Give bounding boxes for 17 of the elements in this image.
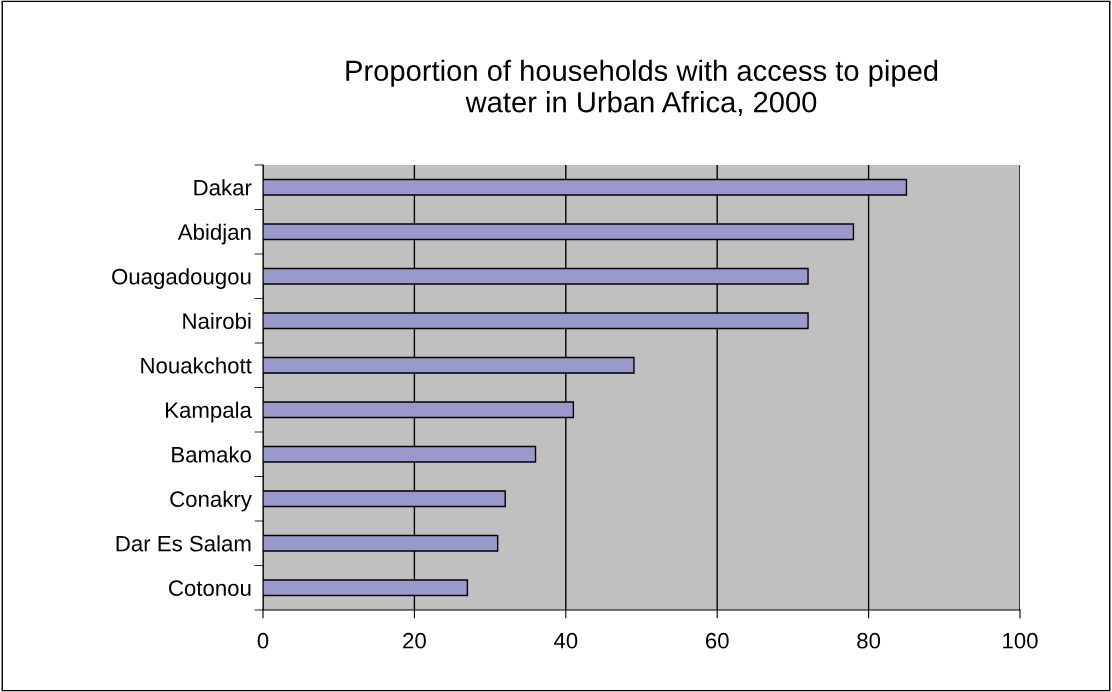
chart-title: Proportion of households with access to piped water in Urban Africa, 2000 [346,59,938,116]
y-tick-label: Bamako [172,446,251,463]
x-tick-label: 80 [857,632,881,649]
y-tick-label: Nairobi [183,312,251,330]
x-tick-label: 40 [553,632,578,649]
y-tick-label: Ouagadougou [112,268,251,289]
x-tick-label: 60 [705,632,729,649]
x-tick-label: 20 [403,632,426,649]
y-tick-label: Abidjan [177,223,251,245]
x-tick-label: 100 [1003,632,1038,649]
y-tick-label: Kampala [166,401,252,423]
x-tick-label: 0 [257,632,269,649]
y-tick-label: Nouakchott [141,357,252,374]
y-tick-label: Cotonou [169,580,251,597]
y-tick-label: Dakar [194,179,252,196]
y-tick-label: Dar Es Salam [116,535,251,552]
y-tick-label: Conakry [170,490,252,512]
